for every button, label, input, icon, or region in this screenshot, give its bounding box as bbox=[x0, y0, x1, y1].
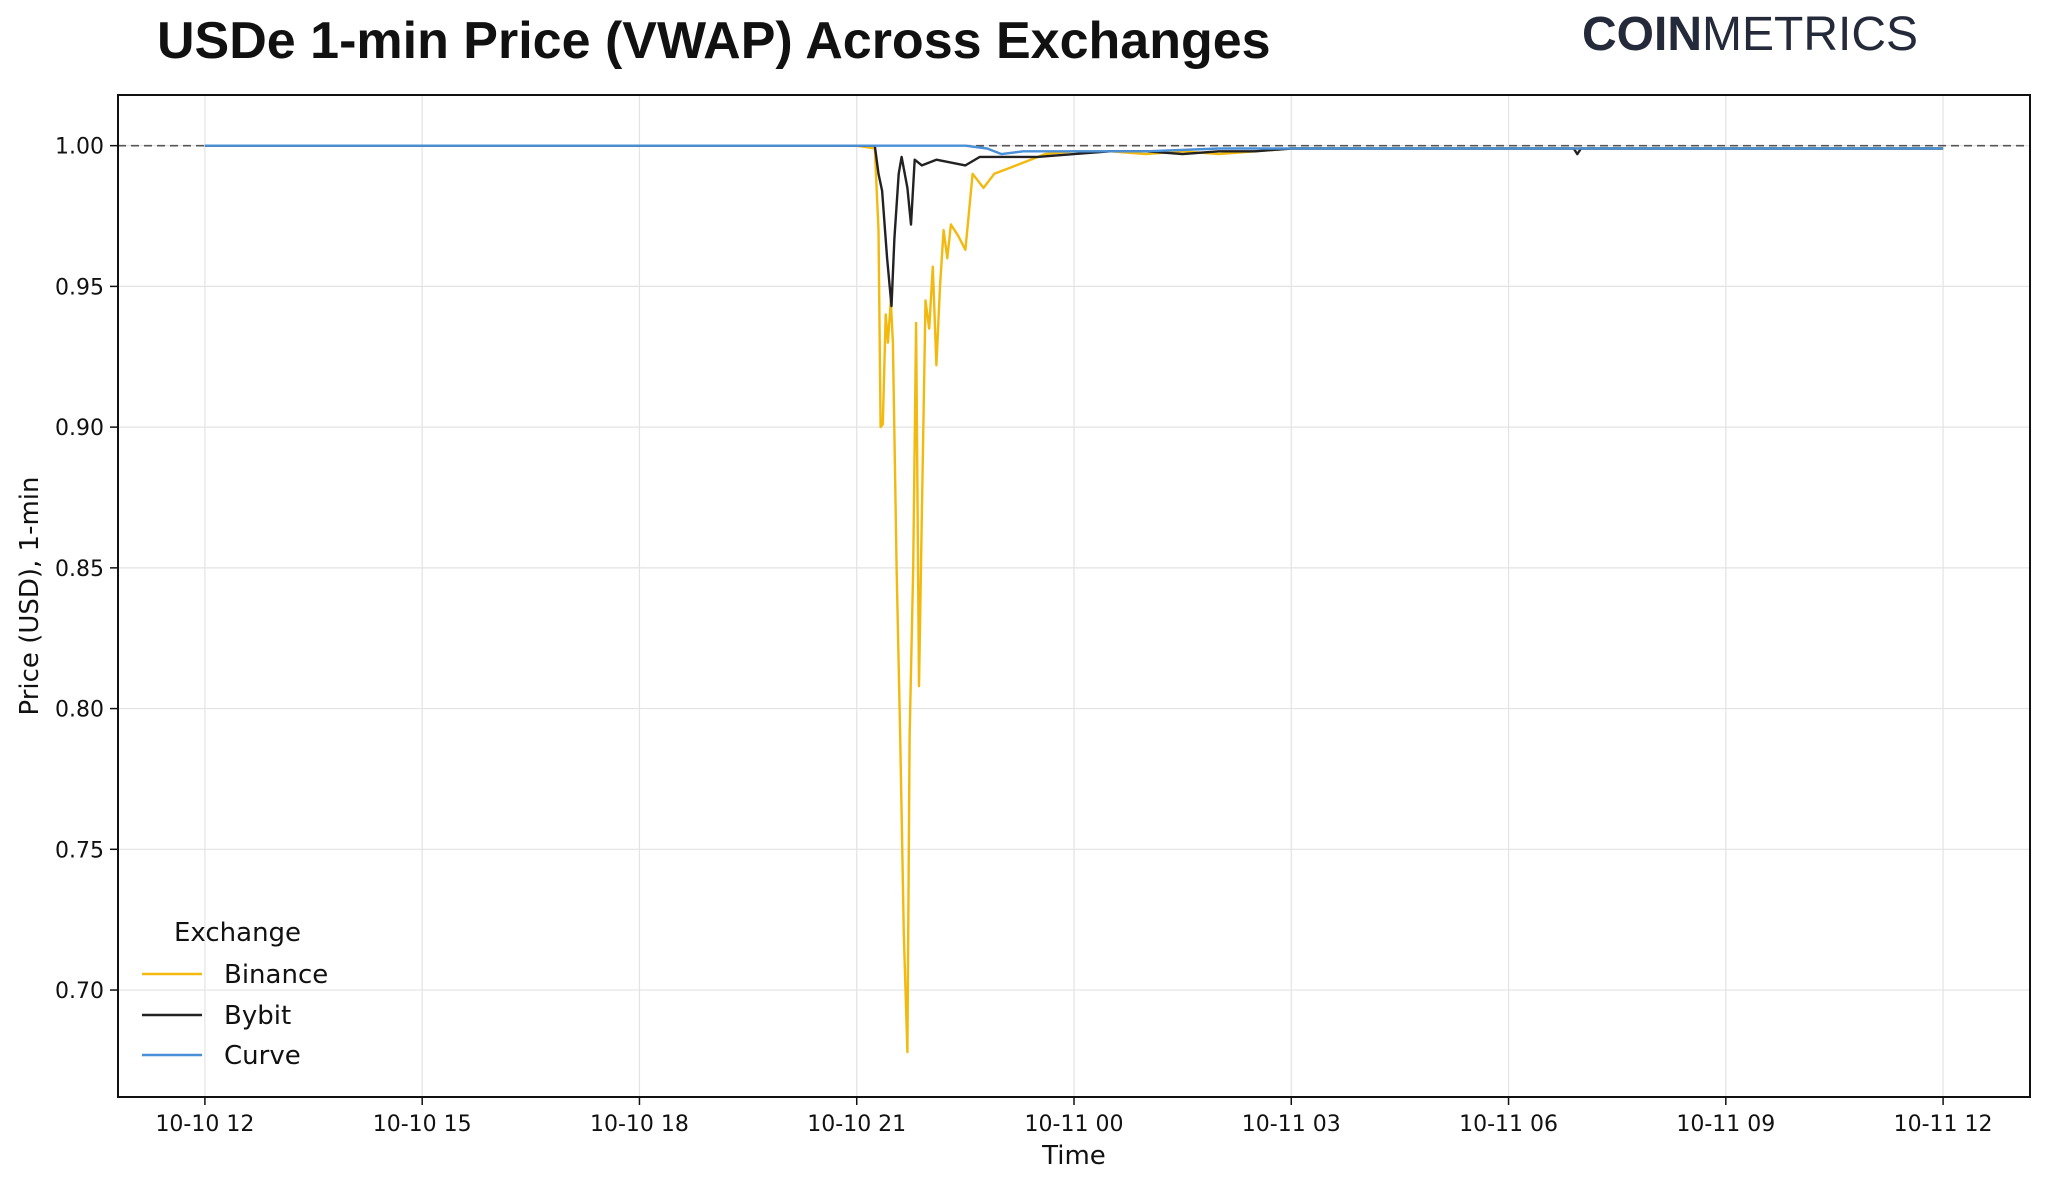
x-tick-label: 10-11 00 bbox=[1025, 1112, 1124, 1137]
legend-title: Exchange bbox=[174, 918, 301, 948]
x-tick-label: 10-10 21 bbox=[807, 1112, 906, 1137]
x-tick-label: 10-11 03 bbox=[1242, 1112, 1341, 1137]
y-tick-label: 0.75 bbox=[55, 838, 104, 863]
legend-label-curve: Curve bbox=[224, 1041, 301, 1071]
coinmetrics-logo: COINMETRICS bbox=[1582, 8, 1918, 61]
y-tick-label: 0.90 bbox=[55, 416, 104, 441]
y-tick-label: 0.95 bbox=[55, 275, 104, 300]
x-tick-label: 10-10 12 bbox=[155, 1112, 254, 1137]
series-line-binance bbox=[204, 144, 1944, 1054]
x-axis: 10-10 12 10-10 15 10-10 18 10-10 21 10-11 00… bbox=[155, 1097, 1993, 1137]
legend-label-binance: Binance bbox=[224, 960, 328, 990]
x-tick-label: 10-10 15 bbox=[373, 1112, 472, 1137]
series-layer bbox=[204, 144, 1944, 1054]
chart-title: USDe 1-min Price (VWAP) Across Exchanges bbox=[157, 12, 1271, 70]
x-tick-label: 10-11 12 bbox=[1894, 1112, 1993, 1137]
y-tick-label: 1.00 bbox=[55, 135, 104, 160]
y-tick-label: 0.80 bbox=[55, 698, 104, 723]
x-tick-label: 10-11 06 bbox=[1459, 1112, 1558, 1137]
x-tick-label: 10-11 09 bbox=[1676, 1112, 1775, 1137]
legend: Exchange Binance Bybit Curve bbox=[142, 918, 328, 1071]
y-tick-label: 0.85 bbox=[55, 557, 104, 582]
y-tick-label: 0.70 bbox=[55, 979, 104, 1004]
y-axis-label: Price (USD), 1-min bbox=[15, 476, 45, 715]
legend-label-bybit: Bybit bbox=[224, 1001, 291, 1031]
x-grid bbox=[204, 95, 1944, 1097]
y-axis: 0.70 0.75 0.80 0.85 0.90 0.95 1.00 bbox=[55, 135, 118, 1004]
x-tick-label: 10-10 18 bbox=[590, 1112, 689, 1137]
brand-bold-text: COIN bbox=[1582, 8, 1702, 61]
series-line-curve bbox=[204, 144, 1944, 156]
x-axis-label: Time bbox=[1041, 1141, 1106, 1171]
brand-light-text: METRICS bbox=[1702, 8, 1918, 61]
svg-text:COINMETRICS: COINMETRICS bbox=[1582, 8, 1918, 61]
